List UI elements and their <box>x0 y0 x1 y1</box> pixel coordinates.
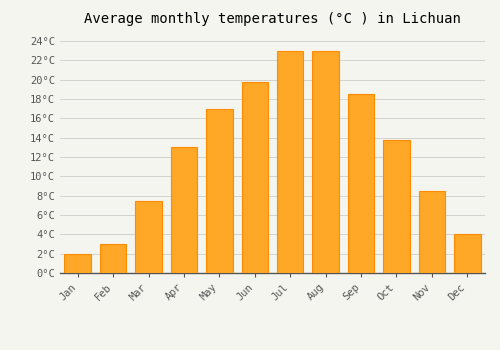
Title: Average monthly temperatures (°C ) in Lichuan: Average monthly temperatures (°C ) in Li… <box>84 12 461 26</box>
Bar <box>136 201 162 273</box>
Bar <box>418 191 445 273</box>
Bar <box>100 244 126 273</box>
Bar <box>206 109 233 273</box>
Bar <box>348 94 374 273</box>
Bar <box>170 147 197 273</box>
Bar <box>277 51 303 273</box>
Bar <box>64 254 91 273</box>
Bar <box>383 140 409 273</box>
Bar <box>454 234 480 273</box>
Bar <box>242 82 268 273</box>
Bar <box>312 51 339 273</box>
